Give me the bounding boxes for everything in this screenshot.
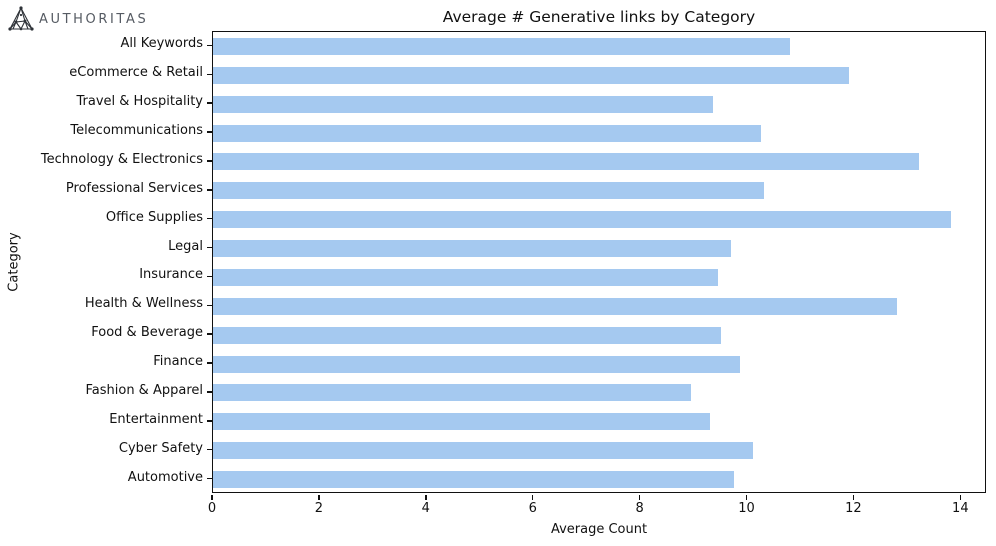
y-tick-mark [207, 217, 212, 220]
y-tick-label: eCommerce & Retail [69, 65, 203, 81]
y-tick-label: Automotive [127, 469, 203, 485]
y-tick-mark [207, 448, 212, 451]
x-tick-label: 0 [207, 501, 217, 516]
bar-travel-hospitality [213, 95, 713, 113]
y-tick-label: Food & Beverage [91, 325, 203, 341]
y-tick-mark [207, 44, 212, 47]
x-tick-mark [425, 494, 427, 500]
x-tick-mark [318, 494, 320, 500]
y-tick-label: Legal [168, 238, 203, 254]
y-tick-label: Travel & Hospitality [76, 94, 204, 110]
bar-professional-services [213, 182, 764, 200]
y-tick-label: Cyber Safety [118, 440, 203, 456]
y-tick-mark [207, 189, 212, 191]
y-tick-mark [207, 333, 212, 335]
y-tick-label: Health & Wellness [84, 296, 203, 312]
authoritas-triangle-network-icon [8, 6, 34, 31]
bar-entertainment [213, 413, 711, 431]
y-tick-label: Fashion & Apparel [85, 382, 203, 398]
y-tick-mark [207, 102, 212, 104]
y-tick-mark [207, 131, 212, 133]
x-tick-mark [745, 494, 748, 500]
bar-office-supplies [213, 211, 951, 229]
y-tick-mark [207, 73, 212, 75]
y-tick-mark [207, 391, 212, 393]
y-tick-label: All Keywords [120, 36, 203, 52]
y-tick-mark [207, 362, 212, 364]
y-tick-label: Finance [153, 354, 203, 370]
y-tick-label: Entertainment [109, 411, 203, 427]
bar-cyber-safety [213, 442, 753, 460]
plot-area [212, 31, 986, 493]
y-tick-mark [207, 246, 212, 249]
bar-telecommunications [213, 124, 761, 142]
bar-insurance [213, 268, 719, 286]
y-tick-label: Office Supplies [105, 209, 203, 225]
y-tick-mark [207, 420, 212, 422]
y-tick-mark [207, 160, 212, 162]
bar-ecommerce-retail [213, 66, 850, 84]
bar-health-wellness [213, 297, 898, 315]
y-tick-label: Technology & Electronics [40, 151, 203, 167]
x-tick-mark [959, 494, 962, 500]
x-axis-label: Average Count [550, 522, 648, 537]
chart-title: Average # Generative links by Category [442, 8, 756, 26]
y-tick-mark [207, 477, 212, 480]
x-tick-label: 2 [314, 501, 324, 516]
x-tick-label: 10 [738, 501, 755, 516]
x-tick-mark [211, 494, 213, 500]
x-tick-mark [638, 494, 641, 500]
y-tick-label: Insurance [139, 267, 203, 283]
bar-fashion-apparel [213, 384, 692, 402]
bar-automotive [213, 471, 735, 489]
bar-finance [213, 355, 740, 373]
x-tick-label: 6 [528, 501, 537, 516]
bar-legal [213, 240, 732, 258]
y-tick-mark [207, 275, 212, 278]
y-tick-label: Telecommunications [70, 123, 203, 139]
authoritas-logo: AUTHORITAS [8, 6, 148, 32]
x-tick-label: 8 [635, 501, 644, 516]
bar-food-beverage [213, 326, 721, 344]
x-tick-mark [532, 494, 534, 500]
y-tick-mark [207, 304, 212, 306]
bar-all-keywords [213, 37, 791, 55]
x-tick-label: 12 [845, 501, 862, 516]
logo-brand-text: AUTHORITAS [39, 11, 149, 27]
x-tick-label: 4 [421, 501, 430, 516]
x-tick-label: 14 [952, 501, 969, 516]
x-tick-mark [852, 494, 855, 500]
bar-technology-electronics [213, 153, 919, 171]
y-tick-label: Professional Services [65, 180, 203, 196]
